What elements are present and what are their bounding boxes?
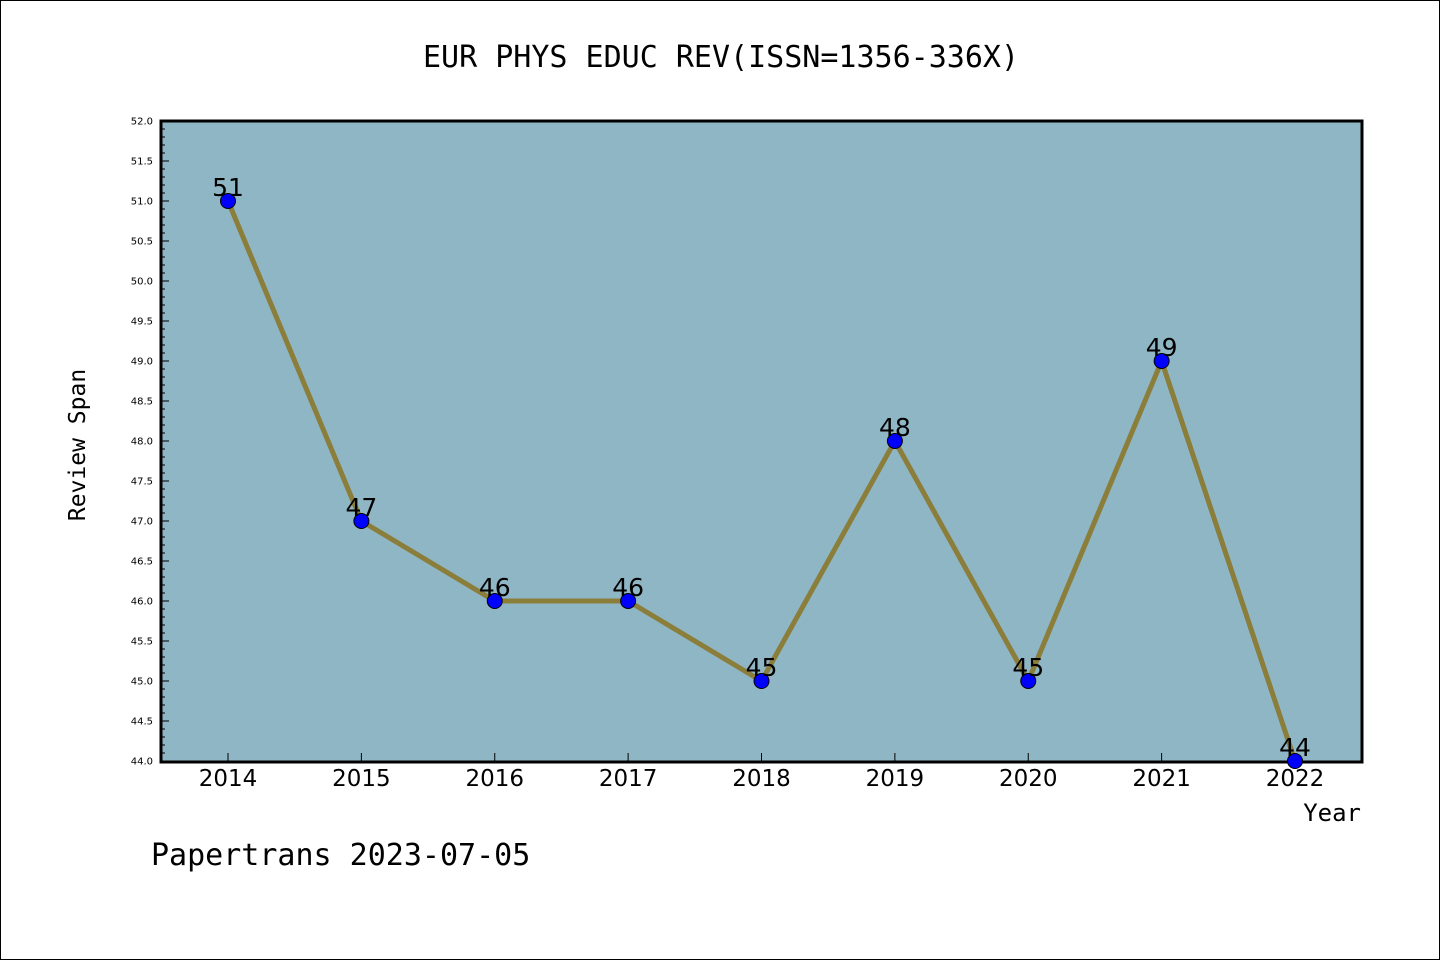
y-tick-label: 51.0 [131,197,153,208]
y-tick-label: 51.5 [131,157,153,168]
data-point-label: 48 [879,413,911,442]
data-point-label: 45 [746,653,778,682]
data-point-marker [220,193,236,209]
x-axis-label: Year [1303,799,1361,827]
y-tick-label: 50.0 [131,277,153,288]
y-tick-label: 44.5 [131,717,153,728]
data-point-label: 51 [212,173,244,202]
data-point-marker [886,433,903,449]
y-axis: 44.0 44.5 45.0 45.5 46.0 46.5 47.0 47.5 48.0 48.5… [131,117,169,768]
x-tick-label: 2022 [1266,766,1325,792]
series-markers [220,193,1303,769]
data-point-marker [486,593,503,609]
chart-title: EUR PHYS EDUC REV(ISSN=1356-336X) [423,40,1019,75]
data-point-label: 46 [612,573,644,602]
y-tick-label: 47.5 [131,477,153,488]
x-axis: 2014 2015 2016 2017 2018 2019 2020 2021 2022 [199,753,1325,792]
y-tick-label: 46.5 [131,557,153,568]
x-tick-label: 2016 [465,766,524,792]
x-tick-label: 2021 [1132,766,1191,792]
x-tick-label: 2018 [732,766,791,792]
data-point-marker [1287,753,1303,769]
data-point-marker [353,513,370,529]
x-tick-label: 2014 [199,766,258,792]
x-tick-label: 2019 [866,766,925,792]
y-tick-label: 46.0 [131,597,153,608]
y-tick-label: 49.0 [131,357,153,368]
data-point-label: 46 [479,573,511,602]
x-tick-label: 2017 [599,766,658,792]
x-tick-label: 2020 [999,766,1058,792]
data-labels: 51 47 46 46 45 48 45 49 44 [212,173,1311,762]
data-point-marker [620,593,637,609]
y-tick-label: 47.0 [131,517,153,528]
footer-date-stamp: Papertrans 2023-07-05 [151,838,530,873]
y-tick-label: 50.5 [131,237,153,248]
data-point-marker [753,673,770,689]
plot-area [159,119,1364,764]
data-point-label: 44 [1279,733,1311,762]
data-point-label: 45 [1012,653,1044,682]
y-axis-label: Review Span [65,369,91,521]
y-tick-label: 48.5 [131,397,153,408]
data-point-label: 49 [1146,333,1178,362]
data-point-marker [1153,353,1170,369]
data-point-label: 47 [345,493,377,522]
y-tick-label: 44.0 [131,757,153,768]
y-tick-label: 45.0 [131,677,153,688]
y-tick-label: 48.0 [131,437,153,448]
y-tick-label: 52.0 [131,117,153,128]
y-tick-label: 45.5 [131,637,153,648]
x-tick-label: 2015 [332,766,391,792]
y-tick-label: 49.5 [131,317,153,328]
data-point-marker [1020,673,1037,689]
